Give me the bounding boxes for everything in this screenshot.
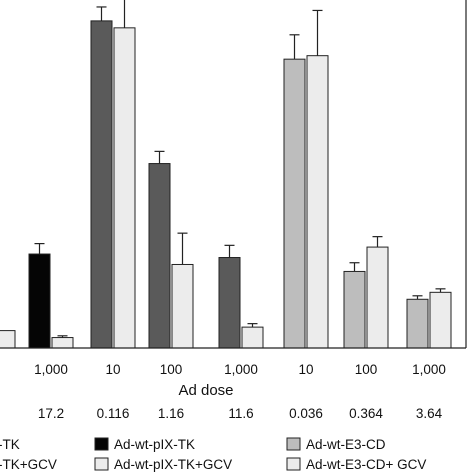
legend-label-2: Ad-wt-pIX-TK [114, 437, 195, 452]
row2-label-3: 1.16 [158, 406, 184, 421]
legend-swatch-4 [286, 437, 301, 451]
x-tick-label-7: 1,000 [412, 362, 446, 377]
x-tick-label-2: 10 [105, 362, 120, 377]
bar-g2-b0 [90, 20, 113, 349]
legend-label-3: Ad-wt-pIX-TK+GCV [114, 457, 232, 472]
bar-g5-b1 [306, 55, 329, 349]
x-axis-label: Ad dose [178, 382, 233, 399]
row2-label-4: 11.6 [228, 406, 253, 421]
row2-label-5: 0.036 [289, 406, 323, 421]
legend: -TK -TK+GCV Ad-wt-pIX-TK Ad-wt-pIX-TK+GCV Ad… [0, 437, 426, 472]
legend-label-0: -TK [0, 437, 20, 452]
legend-label-1: -TK+GCV [0, 457, 57, 472]
bars-layer [0, 0, 452, 349]
legend-label-5: Ad-wt-E3-CD+ GCV [306, 457, 426, 472]
legend-swatch-5 [286, 457, 301, 471]
row2-label-7: 3.64 [416, 406, 443, 421]
bar-g1-b0 [28, 253, 51, 349]
x-tick-label-5: 10 [298, 362, 313, 377]
bar-g5-b0 [283, 58, 306, 349]
legend-swatch-3 [94, 457, 109, 471]
second-row-labels: 17.2 0.116 1.16 11.6 0.036 0.364 3.64 [38, 406, 443, 421]
x-tick-labels: 1,000 10 100 1,000 10 100 1,000 [34, 362, 446, 377]
bar-g6-b0 [343, 270, 366, 349]
bar-g0-b0 [0, 330, 16, 349]
x-tick-label-6: 100 [355, 362, 378, 377]
bar-g7-b1 [429, 291, 452, 349]
row2-label-2: 0.116 [97, 406, 130, 421]
bar-g3-b1 [171, 263, 194, 349]
bar-g4-b0 [218, 257, 241, 349]
bar-g2-b1 [113, 27, 136, 349]
bar-g1-b1 [51, 337, 74, 349]
bar-g4-b1 [241, 326, 264, 349]
legend-label-4: Ad-wt-E3-CD [306, 437, 386, 452]
bar-g3-b0 [148, 163, 171, 349]
row2-label-1: 17.2 [38, 406, 64, 421]
row2-label-6: 0.364 [349, 406, 383, 421]
legend-swatch-2 [94, 437, 109, 451]
bar-g6-b1 [366, 246, 389, 349]
x-tick-label-1: 1,000 [34, 362, 68, 377]
bar-g7-b0 [406, 298, 429, 349]
x-tick-label-4: 1,000 [224, 362, 258, 377]
x-tick-label-3: 100 [160, 362, 183, 377]
